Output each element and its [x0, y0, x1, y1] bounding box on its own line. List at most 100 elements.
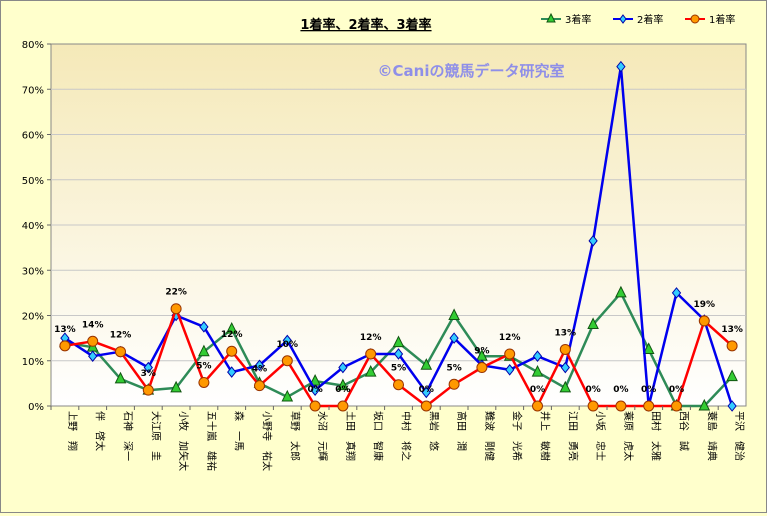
data-point	[560, 361, 570, 374]
y-tick-label: 50%	[22, 176, 44, 187]
data-point	[671, 287, 682, 299]
data-point	[727, 400, 737, 412]
data-label: 0%	[669, 385, 684, 395]
y-tick-label: 10%	[22, 357, 44, 368]
data-label: 12%	[221, 330, 243, 340]
x-tick-label: 西谷 誠	[678, 411, 691, 451]
data-label: 0%	[419, 385, 434, 395]
x-tick-label: 上野 翔	[66, 411, 79, 451]
legend-marker	[619, 14, 627, 24]
x-tick-label: 森 一馬	[233, 411, 246, 451]
x-tick-label: 大江原 圭	[149, 411, 162, 461]
x-tick-label: 伴 啓太	[94, 411, 107, 451]
x-tick-label: 難波 剛健	[483, 411, 496, 461]
data-label: 0%	[335, 385, 350, 395]
x-axis: 上野 翔 伴 啓太 石神 深一 大江原 圭 小牧 加矢太 五十嵐 雄祐 森 一馬 小野寺 祐太…	[50, 406, 746, 471]
gridlines	[51, 88, 746, 362]
data-point	[726, 369, 738, 382]
data-point	[392, 335, 405, 348]
data-point	[170, 303, 182, 315]
data-point	[449, 332, 459, 344]
data-label: 13%	[54, 325, 76, 335]
data-point	[337, 378, 349, 391]
x-tick-label: 井上 敏樹	[539, 411, 552, 461]
y-axis: 0% 10% 20% 30% 40% 50% 60% 70% 80%	[22, 40, 51, 413]
x-tick-label: 黒岩 悠	[427, 411, 440, 451]
data-label: 0%	[585, 385, 600, 395]
data-label: 12%	[499, 333, 521, 343]
data-label: 13%	[555, 328, 577, 338]
data-label: 0%	[641, 385, 656, 395]
data-point	[504, 348, 516, 360]
x-tick-label: 坂口 智康	[372, 411, 385, 461]
data-point	[393, 348, 404, 360]
data-point	[142, 384, 154, 396]
data-label: 12%	[110, 331, 132, 341]
data-label: 0%	[613, 385, 628, 395]
data-label: 0%	[530, 385, 545, 395]
watermark: ©Caniの競馬データ研究室	[378, 62, 565, 80]
legend-marker	[690, 14, 700, 24]
data-label: 14%	[82, 320, 104, 330]
data-label: 22%	[165, 288, 187, 298]
data-point	[337, 400, 349, 412]
data-point	[338, 361, 348, 374]
x-tick-label: 土田 真翔	[344, 411, 357, 461]
data-point	[310, 384, 320, 396]
x-tick-label: 小野寺 祐太	[261, 411, 274, 471]
data-point	[698, 315, 710, 327]
data-point	[281, 389, 294, 402]
data-point	[393, 379, 404, 391]
data-point	[587, 317, 599, 330]
x-tick-label: 江田 勇亮	[566, 411, 579, 461]
data-label: 4%	[252, 365, 267, 375]
legend: 3着率 2着率 1着率	[541, 12, 735, 26]
data-point	[199, 321, 209, 333]
y-tick-label: 0%	[28, 402, 44, 413]
chart-title: 1着率、2着率、3着率	[300, 17, 431, 33]
data-point	[532, 350, 543, 363]
data-point	[420, 400, 432, 412]
data-point	[226, 345, 238, 357]
data-point	[143, 361, 153, 374]
x-tick-label: 田村 太雅	[650, 411, 663, 461]
data-point	[698, 398, 711, 411]
data-point	[87, 335, 99, 347]
x-tick-label: 中村 将之	[400, 411, 413, 461]
data-label: 13%	[721, 325, 743, 335]
data-point	[616, 60, 626, 73]
x-tick-label: 小坂 忠士	[594, 411, 607, 461]
y-tick-label: 60%	[22, 131, 44, 142]
x-tick-label: 金子 光希	[511, 411, 524, 461]
data-point	[198, 344, 210, 357]
data-point	[198, 376, 210, 388]
x-tick-label: 蓑原 虎太	[622, 411, 635, 461]
data-labels: 13% 14% 12% 3% 22% 5% 12% 4% 10% 0% 0% 12% 5% 0% 5% 9% 1…	[54, 288, 743, 395]
data-point	[505, 363, 515, 376]
data-point	[559, 343, 571, 355]
data-point	[615, 400, 627, 412]
data-label: 0%	[307, 385, 322, 395]
legend-label: 3着率	[565, 13, 591, 26]
data-label: 3%	[141, 369, 156, 379]
data-point	[421, 386, 431, 399]
data-point	[254, 380, 265, 392]
data-point	[531, 364, 544, 377]
y-tick-label: 40%	[22, 221, 44, 232]
data-point	[448, 308, 460, 320]
data-point	[642, 342, 655, 354]
x-tick-label: 小牧 加矢太	[177, 411, 190, 471]
data-point	[726, 340, 738, 352]
data-point	[115, 346, 126, 358]
x-tick-label: 平沢 健治	[733, 411, 746, 461]
x-tick-label: 蓑島 靖典	[705, 411, 718, 461]
data-point	[559, 380, 572, 393]
data-point	[364, 364, 377, 377]
data-label: 10%	[277, 340, 299, 350]
data-point	[587, 400, 599, 412]
legend-marker	[546, 12, 556, 23]
data-point	[420, 358, 433, 370]
data-point	[365, 348, 377, 360]
